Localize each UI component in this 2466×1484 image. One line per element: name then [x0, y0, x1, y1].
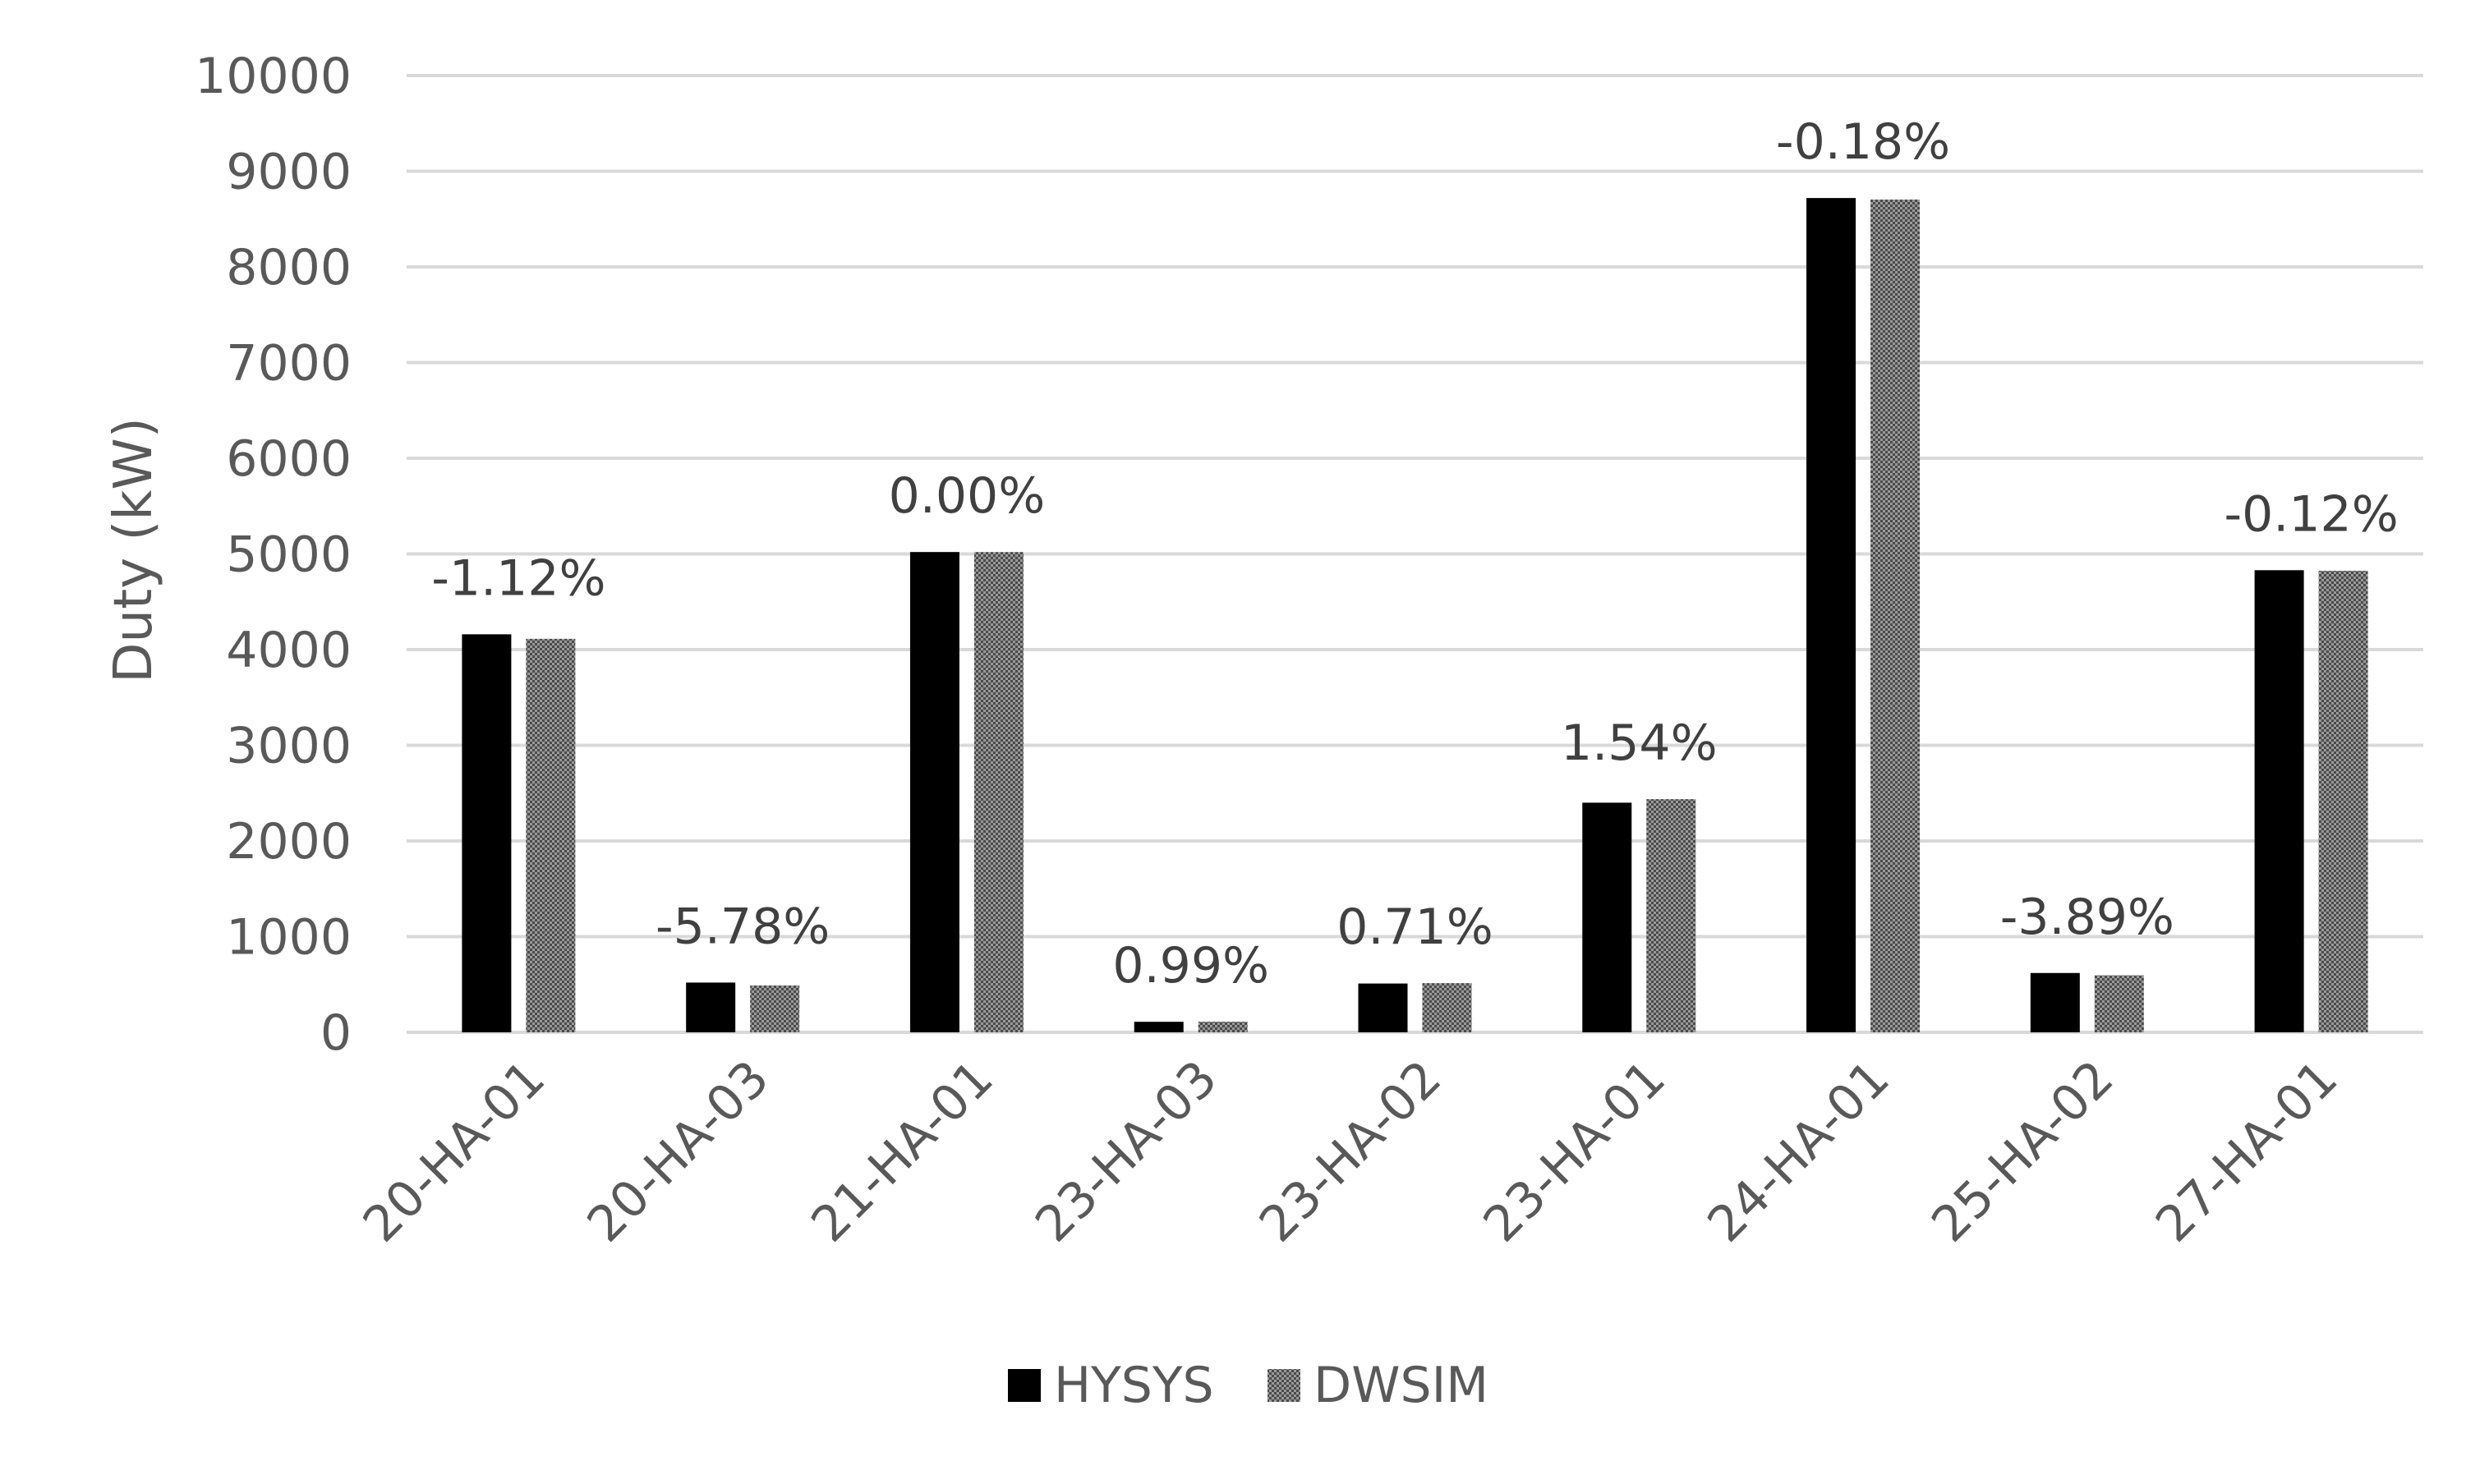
percent-difference-label: -5.78%	[656, 898, 830, 955]
gridlines	[407, 74, 2423, 1034]
bar-dwsim	[1870, 199, 1921, 1032]
x-tick-label: 24-HA-01	[1697, 1050, 1901, 1253]
x-tick-label: 20-HA-03	[577, 1050, 780, 1253]
percent-difference-label: 0.99%	[1112, 937, 1269, 995]
bar-dwsim	[1422, 983, 1472, 1032]
x-tick-label: 27-HA-01	[2145, 1050, 2349, 1253]
bar-hysys	[909, 552, 959, 1032]
x-tick-label: 25-HA-02	[1921, 1050, 2124, 1253]
legend-swatch-hysys	[1008, 1369, 1041, 1402]
percent-difference-label: -3.89%	[2000, 889, 2174, 946]
percent-difference-label: -1.12%	[431, 549, 605, 607]
y-tick-label: 10000	[195, 48, 352, 105]
y-tick-label: 5000	[226, 526, 352, 584]
bars	[462, 198, 2368, 1032]
legend-label-hysys: HYSYS	[1054, 1357, 1214, 1414]
percent-difference-label: 1.54%	[1561, 714, 1718, 772]
x-tick-label: 23-HA-02	[1249, 1050, 1452, 1253]
bar-hysys	[462, 634, 512, 1032]
x-tick-label: 20-HA-01	[352, 1050, 556, 1253]
y-tick-label: 3000	[226, 718, 352, 775]
y-tick-label: 0	[320, 1004, 352, 1062]
percent-difference-label: -0.12%	[2224, 485, 2398, 543]
bar-dwsim	[2094, 975, 2144, 1032]
y-axis-ticks: 0 1000 2000 3000 4000 5000 6000 7000 8000 9000 100…	[195, 48, 352, 1062]
percent-difference-label: 0.71%	[1337, 898, 1493, 956]
percent-difference-label: 0.00%	[889, 467, 1046, 525]
bar-dwsim	[973, 552, 1024, 1032]
y-tick-label: 7000	[226, 335, 352, 393]
x-tick-label: 23-HA-03	[1024, 1050, 1228, 1253]
x-tick-label: 21-HA-01	[800, 1050, 1004, 1253]
y-tick-label: 1000	[226, 909, 352, 967]
y-tick-label: 9000	[226, 144, 352, 201]
bar-dwsim	[526, 638, 576, 1032]
bar-dwsim	[1646, 799, 1696, 1032]
bar-dwsim	[750, 985, 800, 1032]
y-axis-title: Duty (kW)	[104, 417, 164, 682]
percent-labels: -1.12% -5.78% 0.00% 0.99% 0.71% 1.54% -0.18% -3…	[431, 113, 2398, 995]
x-axis-ticks: 20-HA-01 20-HA-03 21-HA-01 23-HA-03 23-HA-02…	[352, 1050, 2349, 1253]
bar-hysys	[686, 982, 736, 1032]
bar-hysys	[2254, 570, 2304, 1032]
legend-swatch-dwsim	[1268, 1369, 1300, 1402]
bar-hysys	[2030, 972, 2080, 1032]
legend: HYSYS DWSIM	[1008, 1357, 1488, 1414]
bar-hysys	[1806, 198, 1856, 1032]
bar-dwsim	[2318, 571, 2368, 1032]
y-tick-label: 8000	[226, 239, 352, 296]
bar-hysys	[1358, 983, 1408, 1032]
bar-hysys	[1582, 802, 1632, 1032]
bar-dwsim	[1198, 1022, 1248, 1032]
y-tick-label: 6000	[226, 430, 352, 488]
x-tick-label: 23-HA-01	[1473, 1050, 1677, 1253]
percent-difference-label: -0.18%	[1776, 113, 1950, 171]
bar-hysys	[1134, 1022, 1184, 1032]
y-tick-label: 2000	[226, 813, 352, 871]
y-tick-label: 4000	[226, 622, 352, 679]
legend-label-dwsim: DWSIM	[1314, 1357, 1488, 1414]
